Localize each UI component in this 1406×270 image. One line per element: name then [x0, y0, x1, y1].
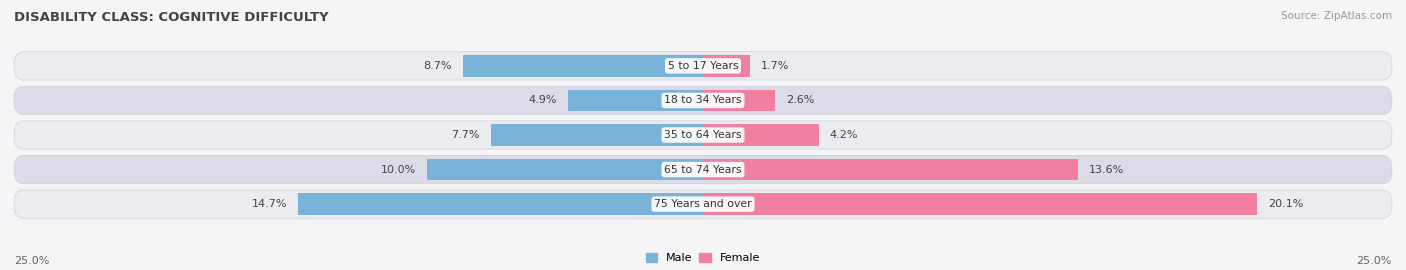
Text: 4.2%: 4.2% [830, 130, 858, 140]
Text: 20.1%: 20.1% [1268, 199, 1303, 209]
FancyBboxPatch shape [14, 156, 1392, 184]
Bar [298, 193, 703, 215]
Bar [703, 90, 775, 111]
Text: 25.0%: 25.0% [14, 256, 49, 266]
Bar [703, 124, 818, 146]
Text: DISABILITY CLASS: COGNITIVE DIFFICULTY: DISABILITY CLASS: COGNITIVE DIFFICULTY [14, 11, 329, 24]
Text: 8.7%: 8.7% [423, 61, 453, 71]
Text: Source: ZipAtlas.com: Source: ZipAtlas.com [1281, 11, 1392, 21]
Text: 65 to 74 Years: 65 to 74 Years [664, 164, 742, 175]
Text: 10.0%: 10.0% [381, 164, 416, 175]
FancyBboxPatch shape [14, 121, 1392, 149]
Text: 75 Years and over: 75 Years and over [654, 199, 752, 209]
Bar [703, 159, 1078, 180]
Bar [491, 124, 703, 146]
Text: 1.7%: 1.7% [761, 61, 789, 71]
Text: 18 to 34 Years: 18 to 34 Years [664, 95, 742, 106]
Text: 2.6%: 2.6% [786, 95, 814, 106]
Text: 25.0%: 25.0% [1357, 256, 1392, 266]
Bar [568, 90, 703, 111]
FancyBboxPatch shape [14, 86, 1392, 114]
Bar [463, 55, 703, 77]
Bar [427, 159, 703, 180]
Text: 35 to 64 Years: 35 to 64 Years [664, 130, 742, 140]
FancyBboxPatch shape [14, 52, 1392, 80]
Bar [703, 55, 749, 77]
Text: 7.7%: 7.7% [451, 130, 479, 140]
Text: 14.7%: 14.7% [252, 199, 287, 209]
Bar [703, 193, 1257, 215]
Text: 5 to 17 Years: 5 to 17 Years [668, 61, 738, 71]
FancyBboxPatch shape [14, 190, 1392, 218]
Text: 4.9%: 4.9% [529, 95, 557, 106]
Legend: Male, Female: Male, Female [641, 248, 765, 268]
Text: 13.6%: 13.6% [1088, 164, 1123, 175]
